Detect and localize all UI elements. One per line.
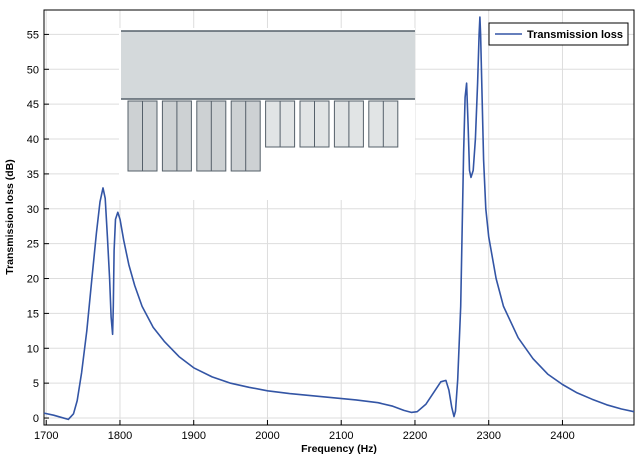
legend-box (488, 22, 629, 46)
x-tick-label: 1800 (108, 430, 132, 442)
legend: Transmission loss (488, 22, 629, 46)
inset-schematic (119, 28, 415, 200)
x-tick-label: 1900 (181, 430, 205, 442)
y-tick-label: 20 (27, 274, 39, 286)
y-tick-label: 40 (27, 134, 39, 146)
y-tick-label: 55 (27, 29, 39, 41)
y-tick-label: 0 (33, 413, 39, 425)
inset-resonators (127, 100, 399, 172)
y-axis-label: Transmission loss (dB) (4, 159, 16, 275)
axes-frame (43, 9, 635, 426)
y-tick-label: 45 (27, 99, 39, 111)
x-tick-label: 2100 (329, 430, 353, 442)
legend-label: Transmission loss (527, 29, 623, 41)
x-tick-label: 2200 (403, 430, 427, 442)
y-tick-label: 5 (33, 378, 39, 390)
y-tick-label: 50 (27, 64, 39, 76)
y-tick-label: 15 (27, 308, 39, 320)
x-axis-label: Frequency (Hz) (301, 443, 377, 455)
y-tick-label: 10 (27, 343, 39, 355)
y-tick-label: 35 (27, 169, 39, 181)
x-tick-label: 2300 (476, 430, 500, 442)
x-tick-label: 1700 (34, 430, 58, 442)
y-tick-label: 25 (27, 239, 39, 251)
y-axis-ticks: 0 5 10 15 20 25 30 35 40 45 50 55 (27, 29, 49, 425)
y-tick-label: 30 (27, 204, 39, 216)
x-axis-ticks: 1700 1800 1900 2000 2100 2200 2300 2400 (34, 420, 575, 442)
inset-plate (121, 31, 415, 99)
x-tick-label: 2000 (255, 430, 279, 442)
series-line-transmission-loss (43, 16, 635, 421)
x-tick-label: 2400 (550, 430, 574, 442)
